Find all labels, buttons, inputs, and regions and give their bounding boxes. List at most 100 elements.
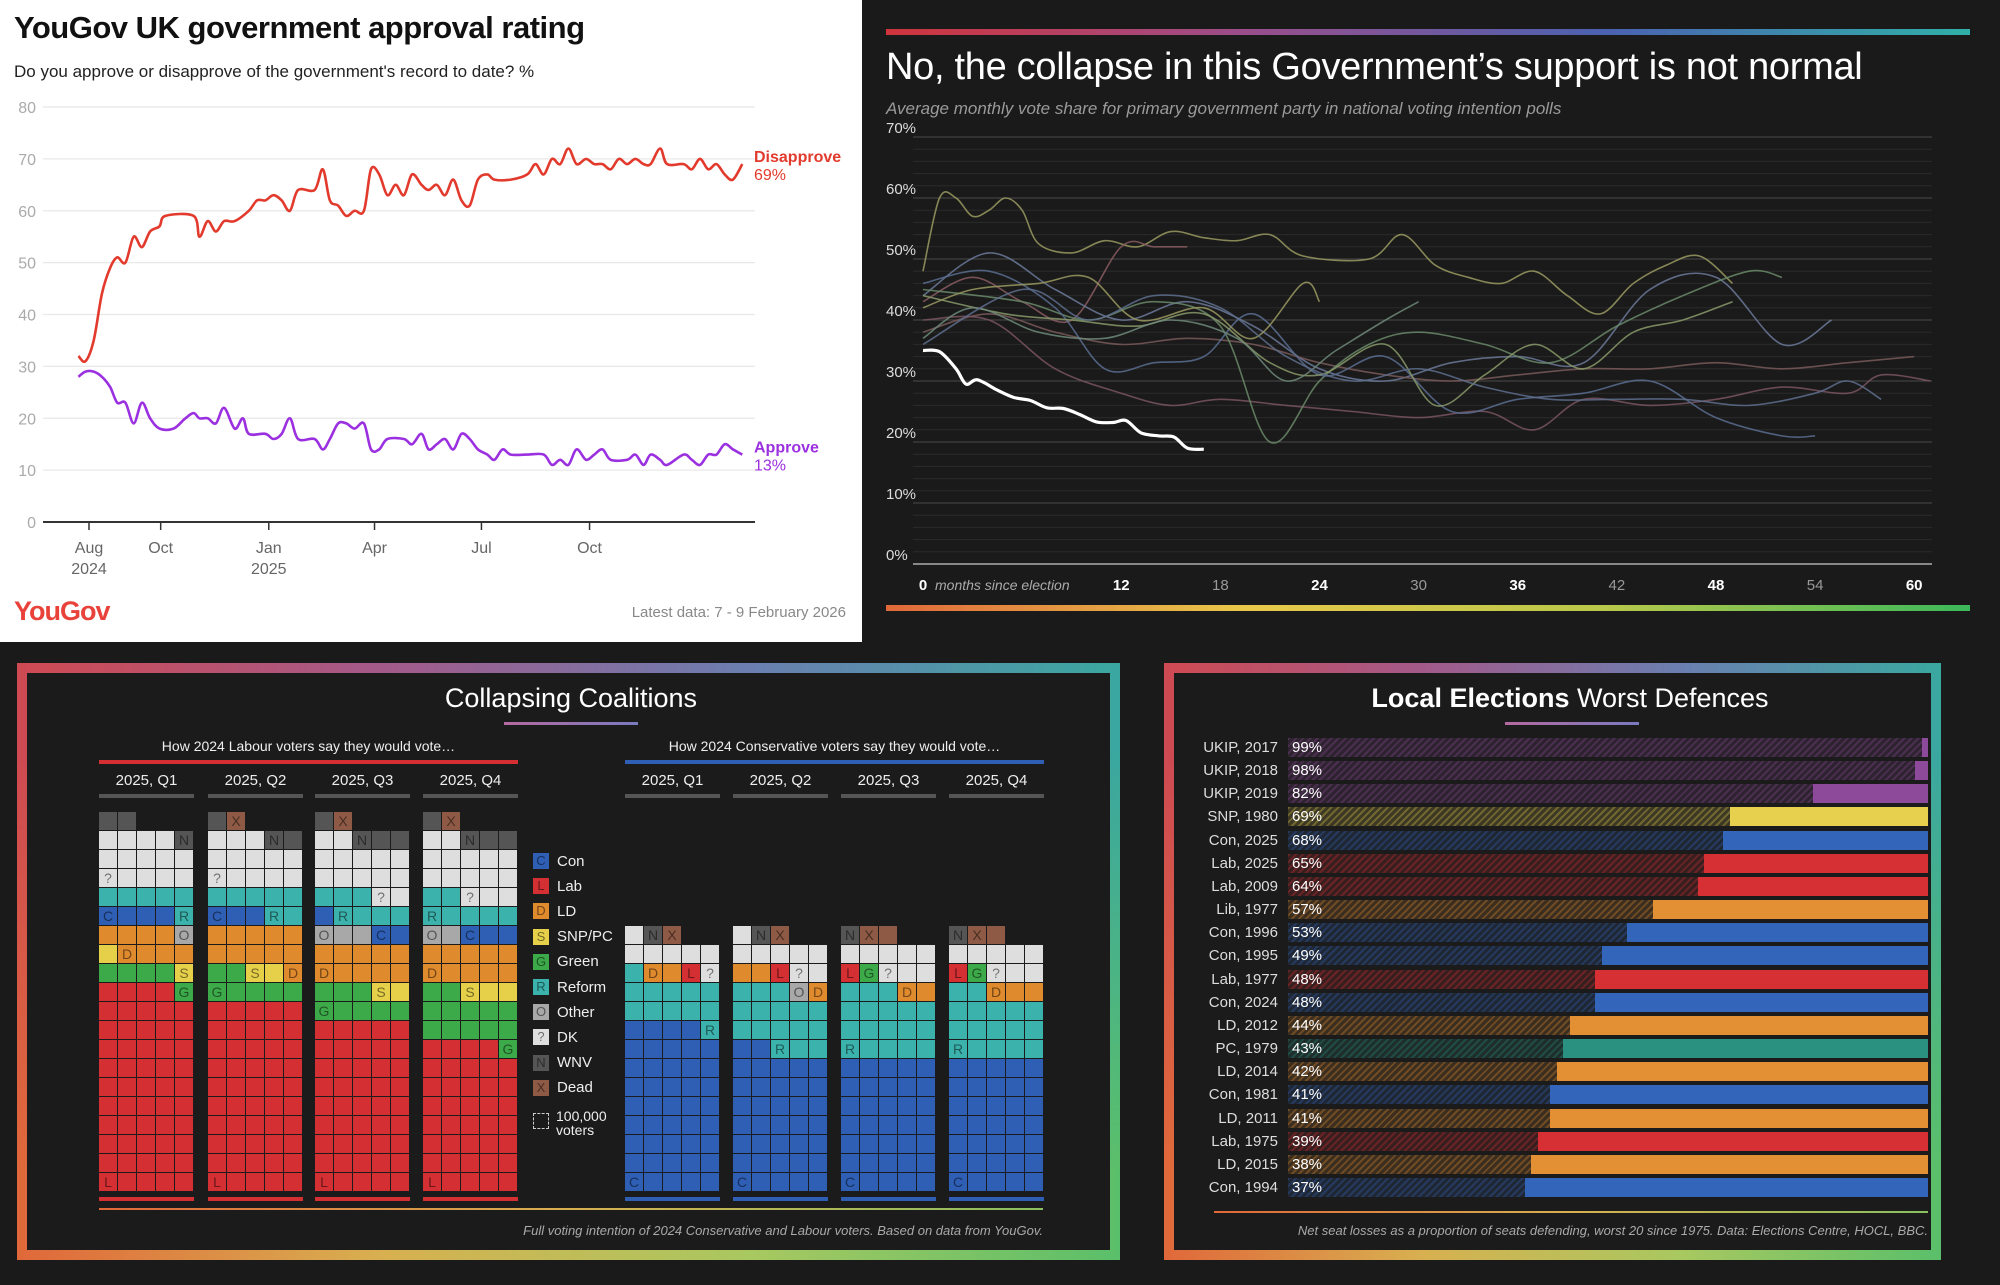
waffle-cell-con xyxy=(879,1154,897,1172)
waffle-cell-green xyxy=(334,983,352,1001)
waffle-cell-dk xyxy=(917,964,935,982)
waffle-cell-con xyxy=(898,1116,916,1134)
waffle-cell-con xyxy=(701,1059,719,1077)
waffle-cell-reform xyxy=(391,907,409,925)
legend-swatch: R xyxy=(533,979,549,995)
waffle-cell-green xyxy=(499,1021,517,1039)
waffle-cell-dk xyxy=(879,945,897,963)
legend-swatch: S xyxy=(533,928,549,945)
waffle-cell-dk xyxy=(790,945,808,963)
waffle-cell-con xyxy=(752,1097,770,1115)
waffle-cell-dk xyxy=(442,831,460,849)
waffle-cell-reform xyxy=(1025,1021,1043,1039)
waffle-cell-dk xyxy=(663,945,681,963)
waffle-cell-dk xyxy=(175,850,193,868)
waffle-cell-ld xyxy=(461,945,479,963)
waffle-cell-reform xyxy=(968,1040,986,1058)
waffle-cell-lab xyxy=(315,1059,333,1077)
waffle-cell-green: G xyxy=(860,964,878,982)
waffle-cell-lab xyxy=(265,1173,283,1191)
y-tick-label: 20% xyxy=(886,425,916,442)
bar-row: Lib, 1977 57% xyxy=(1180,900,1930,920)
waffle-cell-lab xyxy=(284,1040,302,1058)
waffle-cell-con xyxy=(987,1078,1005,1096)
waffle-cell-dk xyxy=(208,850,226,868)
waffle-cell-con xyxy=(1006,1097,1024,1115)
bar-value-label: 43% xyxy=(1292,1040,1323,1058)
waffle-cell-ld xyxy=(208,945,226,963)
quarter-baseline xyxy=(423,1197,518,1201)
waffle-cell-con xyxy=(733,1116,751,1134)
waffle-cell-con xyxy=(625,1021,643,1039)
waffle-cell-con xyxy=(809,1173,827,1191)
waffle-cell-con xyxy=(733,1059,751,1077)
waffle-cell-con xyxy=(644,1059,662,1077)
bar-label: UKIP, 2018 xyxy=(1203,762,1278,780)
x-tick-label: 18 xyxy=(1212,577,1229,594)
title-underline xyxy=(504,722,638,725)
waffle-cell-dk xyxy=(265,869,283,887)
waffle-cell-ld xyxy=(391,964,409,982)
waffle-cell-lab xyxy=(227,1135,245,1153)
waffle-cell-reform xyxy=(898,1002,916,1020)
waffle-cell-dk xyxy=(987,945,1005,963)
yougov-logo: YouGov xyxy=(14,596,111,626)
waffle-cell-lab xyxy=(461,1154,479,1172)
waffle-cell-dk xyxy=(423,850,441,868)
waffle-cell-con xyxy=(987,1135,1005,1153)
waffle-cell-lab xyxy=(372,1078,390,1096)
waffle-cell-con xyxy=(644,1040,662,1058)
bar-remaining xyxy=(1595,969,1928,989)
bar-remaining xyxy=(1550,1085,1928,1105)
waffle-cell-green xyxy=(137,964,155,982)
bar-track: 98% xyxy=(1288,761,1928,781)
waffle-cell-con xyxy=(682,1135,700,1153)
waffle-cell-con xyxy=(790,1135,808,1153)
quarter-baseline xyxy=(733,1197,828,1201)
waffle-cell-reform: R xyxy=(175,907,193,925)
bar-row: Con, 1981 41% xyxy=(1180,1085,1930,1105)
waffle-cell-lab xyxy=(391,1021,409,1039)
waffle-cell-lab xyxy=(480,1154,498,1172)
waffle-cell-ld xyxy=(315,945,333,963)
quarter-underline xyxy=(208,794,303,798)
waffle-cell-dk xyxy=(118,869,136,887)
waffle-cell-dk xyxy=(156,869,174,887)
waffle-cell-lab xyxy=(118,983,136,1001)
waffle-cell-reform xyxy=(175,888,193,906)
waffle-cell-green xyxy=(156,964,174,982)
waffle-cell-dead: X xyxy=(860,926,878,944)
waffle-cell-wnv xyxy=(118,812,136,830)
waffle-cell-ld xyxy=(499,945,517,963)
waffle-cell-lab xyxy=(99,983,117,1001)
waffle-cell-lab xyxy=(461,1040,479,1058)
waffle-cell-reform xyxy=(879,1002,897,1020)
waffle-cell-con xyxy=(663,1040,681,1058)
legend-item-dead: X Dead xyxy=(533,1078,593,1098)
waffle-cell-ld xyxy=(227,926,245,944)
waffle-cell-ld xyxy=(118,926,136,944)
bar-loss-hatched xyxy=(1288,946,1602,966)
waffle-cell-con xyxy=(917,1173,935,1191)
waffle-cell-lab xyxy=(284,1154,302,1172)
waffle-cell-snp-pc xyxy=(99,945,117,963)
waffle-cell-green xyxy=(480,1021,498,1039)
waffle-cell-lab xyxy=(334,1040,352,1058)
waffle-cell-ld: D xyxy=(315,964,333,982)
bar-loss-hatched xyxy=(1288,738,1922,757)
waffle-cell-ld: D xyxy=(809,983,827,1001)
waffle-cell-con xyxy=(752,1173,770,1191)
bar-row: Con, 2025 68% xyxy=(1180,830,1930,850)
waffle-cell-con xyxy=(809,1097,827,1115)
waffle-cell-lab xyxy=(284,1173,302,1191)
x-axis-label: months since election xyxy=(935,577,1070,593)
waffle-cell-green xyxy=(372,1002,390,1020)
waffle-cell-dk xyxy=(771,945,789,963)
waffle-cell-ld xyxy=(334,964,352,982)
waffle-cell-lab xyxy=(423,1040,441,1058)
waffle-cell-dk xyxy=(391,850,409,868)
waffle-cell-con xyxy=(1025,1173,1043,1191)
bar-remaining xyxy=(1652,900,1928,920)
bar-value-label: 68% xyxy=(1292,831,1323,849)
quarter-baseline xyxy=(315,1197,410,1201)
